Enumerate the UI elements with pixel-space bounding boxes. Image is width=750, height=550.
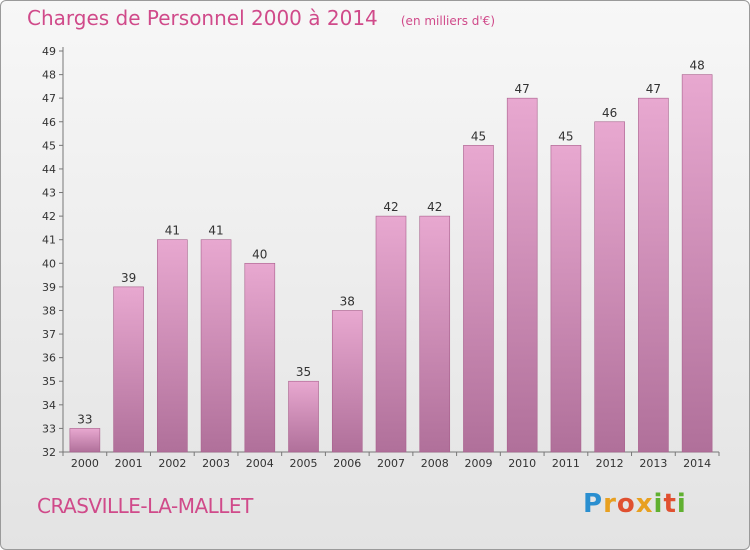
bar-value-label: 46 (602, 106, 617, 120)
bar-value-label: 33 (77, 412, 92, 426)
bar-value-label: 41 (208, 224, 223, 238)
bar-value-label: 47 (646, 82, 661, 96)
x-tick-label: 2010 (508, 457, 536, 470)
logo-letter: P (583, 489, 604, 519)
bars: 33 39 41 41 40 35 38 42 42 45 47 45 46 47 48 (69, 59, 713, 453)
x-tick-label: 2007 (377, 457, 405, 470)
bar-2008 (419, 215, 451, 453)
x-tick-label: 2001 (115, 457, 143, 470)
title-row: Charges de Personnel 2000 à 2014 (en mil… (27, 6, 495, 30)
bar-value-label: 42 (427, 200, 442, 214)
y-axis: 32 33 34 35 36 37 38 39 40 41 42 43 44 45 46 47 48 49 (42, 45, 64, 459)
y-tick-label: 37 (42, 328, 56, 341)
y-tick-label: 39 (42, 281, 56, 294)
chart-title: Charges de Personnel 2000 à 2014 (27, 6, 378, 30)
bar-2012 (594, 121, 625, 453)
logo-letter: i (653, 489, 664, 519)
y-tick-label: 46 (42, 116, 56, 129)
bar-2004 (244, 262, 276, 453)
bar-value-label: 38 (340, 294, 355, 308)
bar-2000 (69, 428, 101, 453)
bar-2001 (113, 286, 144, 453)
y-tick-label: 45 (42, 139, 56, 152)
bar-value-label: 41 (165, 224, 180, 238)
bar-2006 (331, 310, 363, 453)
bar-2009 (463, 145, 494, 453)
y-tick-label: 43 (42, 187, 56, 200)
logo-letter: o (616, 489, 636, 519)
bar-value-label: 35 (296, 365, 311, 379)
bar-value-label: 45 (558, 129, 573, 143)
bar-value-label: 48 (689, 59, 704, 73)
y-tick-label: 41 (42, 234, 56, 247)
y-tick-label: 35 (42, 375, 56, 388)
y-tick-label: 36 (42, 352, 56, 365)
bar-2014 (681, 74, 713, 453)
logo-letter: x (635, 489, 654, 519)
bar-2003 (200, 239, 232, 453)
bar-2011 (550, 145, 582, 453)
commune-name: CRASVILLE-LA-MALLET (37, 494, 253, 518)
x-tick-label: 2013 (639, 457, 667, 470)
bar-value-label: 47 (515, 82, 530, 96)
x-tick-label: 2004 (246, 457, 274, 470)
x-tick-label: 2000 (71, 457, 99, 470)
x-tick-label: 2003 (202, 457, 230, 470)
y-tick-label: 32 (42, 446, 56, 459)
bar-2013 (638, 97, 669, 453)
y-tick-label: 40 (42, 257, 56, 270)
bar-2005 (288, 380, 319, 453)
y-tick-label: 44 (42, 163, 56, 176)
bar-2002 (157, 239, 188, 453)
bar-2007 (375, 215, 407, 453)
x-tick-label: 2006 (333, 457, 361, 470)
logo-letter: t (663, 489, 677, 519)
y-tick-label: 48 (42, 69, 56, 82)
x-tick-label: 2008 (421, 457, 449, 470)
proxiti-logo[interactable]: Proxiti (583, 489, 687, 519)
x-tick-label: 2011 (552, 457, 580, 470)
x-tick-label: 2002 (158, 457, 186, 470)
bar-value-label: 39 (121, 271, 136, 285)
logo-letter: i (676, 489, 687, 519)
x-tick-label: 2012 (596, 457, 624, 470)
logo-letter: r (603, 489, 617, 519)
bar-value-label: 42 (383, 200, 398, 214)
x-tick-label: 2009 (464, 457, 492, 470)
y-tick-label: 33 (42, 422, 56, 435)
y-tick-label: 34 (42, 399, 56, 412)
y-tick-label: 38 (42, 304, 56, 317)
bar-value-label: 40 (252, 247, 267, 261)
bar-value-label: 45 (471, 129, 486, 143)
x-tick-label: 2014 (683, 457, 711, 470)
y-tick-label: 42 (42, 210, 56, 223)
bar-2010 (506, 97, 538, 453)
y-tick-label: 47 (42, 92, 56, 105)
chart-subtitle: (en milliers d'€) (400, 14, 495, 28)
x-axis: 2000 2001 2002 2003 2004 2005 2006 2007 2008 2009… (62, 451, 720, 470)
y-tick-label: 49 (42, 45, 56, 58)
x-tick-label: 2005 (290, 457, 318, 470)
